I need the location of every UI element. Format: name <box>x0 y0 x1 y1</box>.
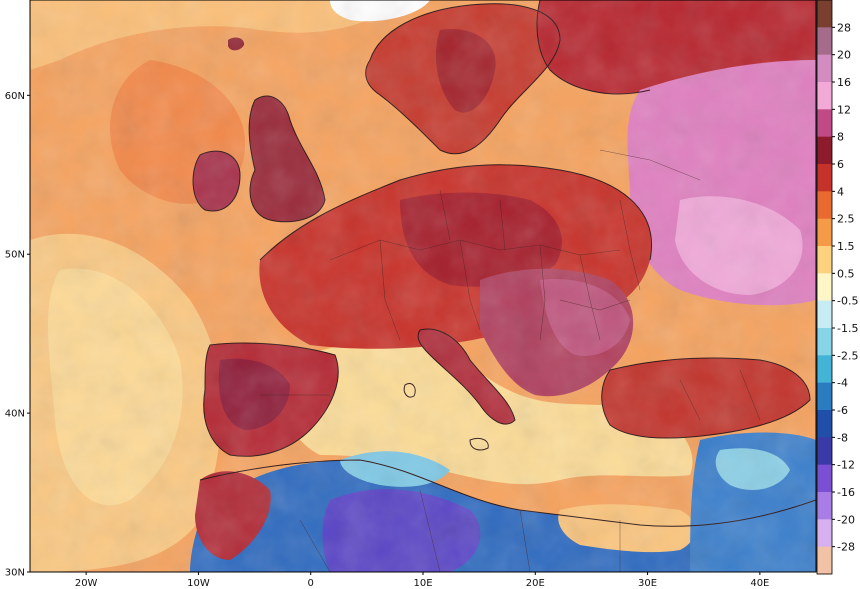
lat-label: 40N <box>5 409 25 420</box>
colorbar-frame <box>816 0 833 575</box>
colorbar-segment <box>817 136 832 165</box>
lon-label: 10W <box>187 578 210 589</box>
colorbar-segment <box>817 273 832 302</box>
colorbar-segment <box>817 109 832 138</box>
colorbar-segment <box>817 464 832 493</box>
colorbar-label: -6 <box>837 404 848 417</box>
colorbar-segment <box>817 519 832 548</box>
colorbar-label: 2.5 <box>837 213 855 226</box>
field-texture <box>30 0 816 572</box>
plot-area <box>30 0 816 572</box>
colorbar-label: 28 <box>837 21 851 34</box>
longitude-axis: 20W 10W 0 10E 20E 30E 40E <box>75 572 769 589</box>
colorbar-label: 0.5 <box>837 267 855 280</box>
colorbar-segment <box>817 191 832 220</box>
colorbar-segment <box>817 300 832 329</box>
colorbar-segment <box>817 328 832 356</box>
lon-label: 10E <box>413 578 432 589</box>
colorbar-segment <box>817 54 832 83</box>
colorbar-segment <box>817 82 832 110</box>
colorbar-label: 12 <box>837 103 851 116</box>
colorbar-segment <box>817 164 832 192</box>
lat-label: 30N <box>5 568 25 579</box>
colorbar-label: 1.5 <box>837 240 855 253</box>
colorbar-label: 20 <box>837 49 851 62</box>
colorbar-segment <box>817 382 832 411</box>
colorbar-segment <box>817 355 832 384</box>
colorbar-segment <box>817 27 832 56</box>
colorbar-segment <box>817 546 832 575</box>
lon-label: 20E <box>526 578 545 589</box>
colorbar-label: -16 <box>837 486 855 499</box>
lon-label: 40E <box>750 578 769 589</box>
colorbar-segment <box>817 218 832 247</box>
colorbar-label: -2.5 <box>837 349 858 362</box>
colorbar-label: -20 <box>837 513 855 526</box>
colorbar: 28 20 16 12 8 6 4 2.5 1.5 0.5 -0.5 -1.5 -2.5 -4 -6 -8 -1… <box>816 0 858 575</box>
colorbar-label: 4 <box>837 185 844 198</box>
colorbar-label: 6 <box>837 158 844 171</box>
colorbar-label: -0.5 <box>837 295 858 308</box>
colorbar-label: -4 <box>837 377 848 390</box>
colorbar-label: -28 <box>837 541 855 554</box>
colorbar-label: -12 <box>837 459 855 472</box>
lon-label: 0 <box>308 578 314 589</box>
lon-label: 20W <box>75 578 98 589</box>
colorbar-segment <box>817 0 832 28</box>
colorbar-label: 8 <box>837 131 844 144</box>
lat-label: 60N <box>5 91 25 102</box>
colorbar-segment <box>817 492 832 520</box>
colorbar-label: -1.5 <box>837 322 858 335</box>
lon-label: 30E <box>638 578 657 589</box>
colorbar-label: -8 <box>837 431 848 444</box>
latitude-axis: 60N 50N 40N 30N <box>5 91 30 579</box>
colorbar-segment <box>817 410 832 438</box>
colorbar-label: 16 <box>837 76 851 89</box>
colorbar-segment <box>817 437 832 466</box>
colorbar-segment <box>817 246 832 274</box>
lat-label: 50N <box>5 250 25 261</box>
